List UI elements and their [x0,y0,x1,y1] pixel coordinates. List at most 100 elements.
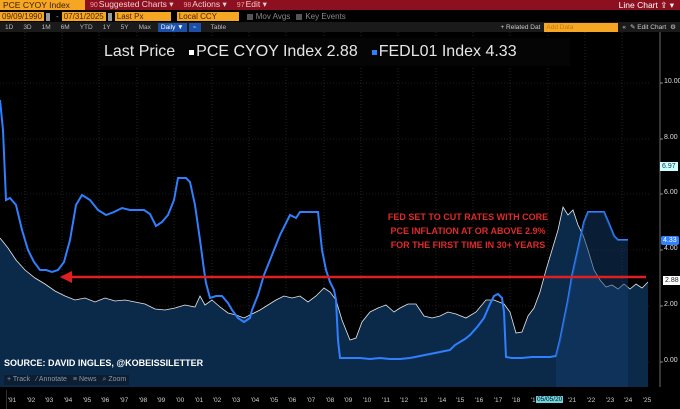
x-axis: '91 '92 '93 '94 '95 '96 '97 '98 '99 '00 … [0,390,680,409]
x-tick: '22 [586,397,596,404]
x-tick: '01 [194,397,204,404]
start-date-calendar-icon[interactable] [46,12,51,21]
range-6m[interactable]: 6M [60,23,70,31]
pce-swatch-icon [189,49,195,55]
x-tick: '09 [343,397,353,404]
news-button[interactable]: ≡ News [72,376,97,383]
x-tick-line [6,390,7,409]
x-tick: '96 [100,397,110,404]
edit-chart-button[interactable]: ✎ Edit Chart [630,24,667,31]
edit-menu[interactable]: 97Edit ▾ [236,0,267,9]
x-tick: '19 [530,397,540,404]
y-ticks [660,82,663,363]
x-tick: '13 [418,397,428,404]
gear-icon[interactable]: ⚙ [670,24,676,31]
menu-num: 98 [183,2,192,9]
top-menu-bar: PCE CYOY Index 90Suggested Charts ▾ 98Ac… [0,0,680,10]
menu-num: 97 [236,2,245,9]
x-tick: '94 [63,397,73,404]
range-max[interactable]: Max [138,23,151,31]
price-field-select[interactable]: Last Px [114,12,171,21]
legend-pce-name: PCE CYOY Index [196,43,323,60]
x-tick: '08 [325,397,335,404]
chart-canvas[interactable] [0,32,680,387]
related-data-button[interactable]: + Related Dat [500,23,541,31]
date-separator: - [56,12,59,21]
range-1m[interactable]: 1M [41,23,51,31]
x-tick: '95 [82,397,92,404]
menu-num: 90 [90,2,98,9]
x-tick: '99 [156,397,166,404]
line-chart-icon[interactable]: ⌁ [188,22,201,32]
actions-menu[interactable]: 98Actions ▾ [183,0,227,9]
currency-select[interactable]: Local CCY [176,12,239,21]
arrow-head-icon [60,271,72,283]
key-events-label: Key Events [305,12,346,21]
export-icon[interactable]: ⇪ [660,0,668,10]
fedl-swatch-icon [371,49,377,55]
y-tick-10: 10.00 [664,78,680,85]
pce-line [0,205,649,341]
annotate-button[interactable]: ⁄ Annotate [36,376,67,383]
annotation-line-2: PCE INFLATION AT OR ABOVE 2.9% [390,226,546,236]
pce-area [0,207,648,387]
x-tick: '10 [362,397,372,404]
x-tick: '24 [623,397,633,404]
x-tick: '15 [455,397,465,404]
end-date-calendar-icon[interactable] [107,12,112,21]
chart-type: Line Chart [618,0,658,10]
x-tick: '06 [287,397,297,404]
x-tick: '25 [642,397,652,404]
x-tick: '07 [306,397,316,404]
start-date-field[interactable]: 09/09/1990 [0,12,45,21]
fedl-high-tag: 6.97 [660,162,678,171]
x-tick: '11 [382,397,390,404]
legend-title: Last Price [104,43,176,60]
annotation-line-3: FOR THE FIRST TIME IN 30+ YEARS [390,240,546,250]
chart-type-label[interactable]: Line Chart ⇪ ▾ [618,0,674,10]
y-tick-2: 2.00 [664,301,678,308]
ticker-field[interactable]: PCE CYOY Index [0,0,85,10]
range-1y[interactable]: 1Y [102,23,111,31]
x-tick: '17 [493,397,503,404]
table-button[interactable]: Table [210,23,227,31]
y-tick-8: 8.00 [664,134,678,141]
end-date-field[interactable]: 07/31/2025 [61,12,106,21]
key-events-checkbox[interactable] [296,13,303,20]
fedl01-recent-area [556,212,628,387]
x-tick: '92 [26,397,36,404]
legend-fedl-value: 4.33 [485,43,517,60]
y-tick-4: 4.00 [664,245,678,252]
track-button[interactable]: + Track [7,376,31,383]
add-data-input[interactable]: Add Data [544,22,619,32]
range-ytd[interactable]: YTD [79,23,93,31]
x-tick: '03 [231,397,241,404]
date-controls-row: 09/09/1990 - 07/31/2025 Last Px Local CC… [0,11,680,22]
range-5y[interactable]: 5Y [120,23,129,31]
frequency-select[interactable]: Daily ▼ [157,22,187,32]
y-tick-0: 0.00 [664,357,678,364]
range-1d[interactable]: 1D [5,23,14,31]
range-3d[interactable]: 3D [23,23,32,31]
y-tick-6: 6.00 [664,189,678,196]
x-tick: '05 [269,397,279,404]
collapse-icon[interactable]: « [622,23,626,31]
x-tick: '97 [119,397,129,404]
x-tick: '21 [567,397,577,404]
menu-label: Suggested Charts [98,0,167,9]
menu-label: Edit [245,0,261,9]
x-tick: '04 [250,397,260,404]
x-tick: '00 [175,397,185,404]
menu-label: Actions [192,0,221,9]
suggested-charts-menu[interactable]: 90Suggested Charts ▾ [90,0,174,9]
zoom-button[interactable]: ⌕ Zoom [102,376,127,383]
mov-avgs-checkbox[interactable] [246,13,253,20]
mov-avgs-label: Mov Avgs [255,12,291,21]
x-tick: '23 [605,397,615,404]
edit-chart-label: Edit Chart [637,24,667,31]
legend-pce-value: 2.88 [326,43,358,60]
frequency-label: Daily [160,23,176,31]
fedl-last-tag: 4.33 [661,236,679,245]
source-caption: SOURCE: DAVID INGLES, @KOBEISSILETTER [4,358,204,368]
pce-last-tag: 2.88 [663,276,680,285]
